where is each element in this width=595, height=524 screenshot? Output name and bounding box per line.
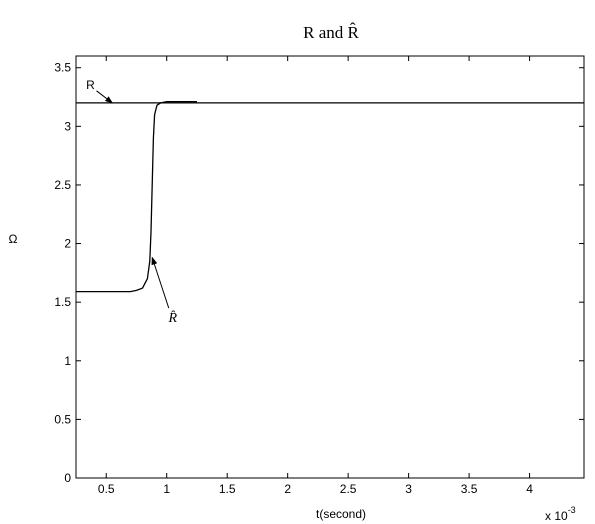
plot-area	[75, 55, 585, 479]
y-tick-label: 0	[64, 471, 71, 485]
y-tick-label: 2.5	[54, 178, 71, 192]
y-tick-label: 3	[64, 119, 71, 133]
annotations: R R̂	[86, 78, 177, 326]
y-tick-label: 3.5	[54, 61, 71, 75]
series-layer	[76, 101, 584, 293]
x-tick-label: 4	[526, 482, 533, 496]
x-tick-label: 2.5	[340, 482, 357, 496]
x-tick-label: 1	[163, 482, 170, 496]
y-axis-label: Ω	[9, 232, 18, 246]
y-tick-label: 1	[64, 354, 71, 368]
x-tick-label: 3.5	[461, 482, 478, 496]
x-tick-label: 1.5	[219, 482, 236, 496]
y-tick-label: 0.5	[54, 412, 71, 426]
annotation-label-r-hat: R̂	[167, 310, 177, 326]
x-axis-label: t(second)	[316, 507, 366, 521]
x-axis-multiplier: x 10-3	[545, 505, 576, 523]
y-axis: 0 0.5 1 1.5 2 2.5 3 3.5	[54, 61, 584, 485]
y-tick-label: 2	[64, 237, 71, 251]
annotation-arrow-r	[96, 90, 114, 104]
x-tick-label: 3	[405, 482, 412, 496]
chart-title: R and R̂	[303, 23, 359, 42]
y-tick-label: 1.5	[54, 295, 71, 309]
annotation-arrow-r-hat	[151, 256, 170, 309]
x-tick-label: 2	[284, 482, 291, 496]
annotation-label-r: R	[86, 78, 95, 92]
x-tick-label: 0.5	[98, 482, 115, 496]
x-axis: 0.5 1 1.5 2 2.5 3 3.5 4	[98, 56, 533, 496]
series-line-r-hat	[76, 101, 197, 293]
